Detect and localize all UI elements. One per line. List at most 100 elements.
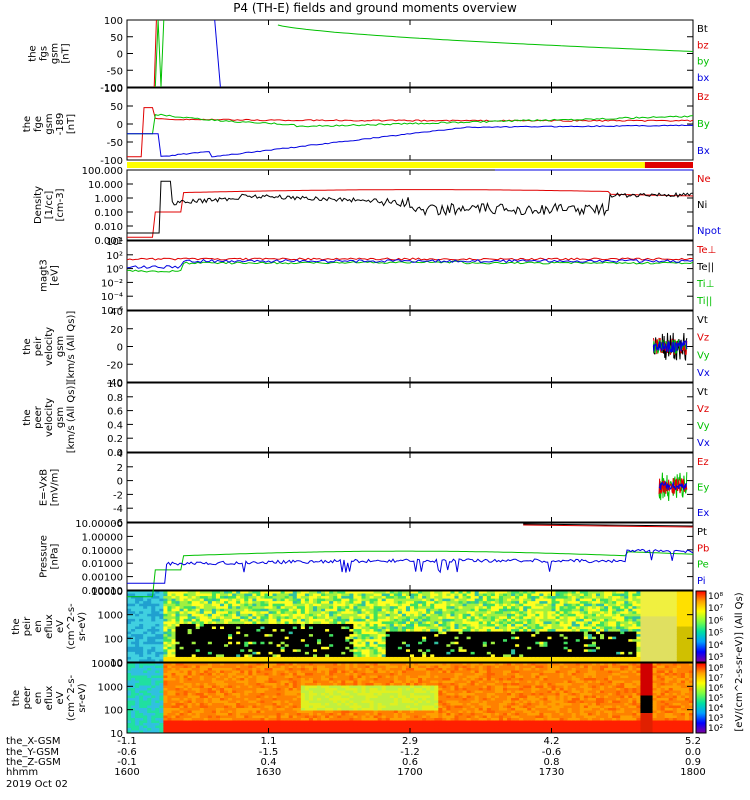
- spec-cell: [215, 646, 221, 650]
- spec-cell: [345, 651, 350, 655]
- spec-cell: [260, 715, 265, 719]
- spec-cell: [224, 663, 229, 666]
- spec-cell: [519, 656, 524, 660]
- spec-cell: [547, 591, 552, 595]
- spec-cell: [405, 606, 411, 610]
- spec-cell: [317, 634, 322, 638]
- spec-cell: [211, 693, 217, 696]
- spec-cell: [620, 649, 625, 653]
- spec-cell: [567, 651, 573, 655]
- spec-cell: [664, 608, 670, 612]
- spec-cell: [478, 621, 484, 625]
- spec-cell: [434, 641, 439, 645]
- spec-cell: [636, 598, 641, 602]
- spec-cell: [215, 688, 221, 691]
- spec-cell: [211, 651, 217, 655]
- spec-cell: [199, 678, 205, 681]
- spec-cell: [272, 718, 278, 721]
- spec-cell: [410, 603, 415, 607]
- spec-cell: [187, 593, 193, 597]
- spec-cell: [361, 591, 367, 595]
- spec-cell: [308, 621, 314, 625]
- spec-cell: [260, 700, 265, 704]
- spec-cell: [232, 659, 237, 663]
- spec-cell: [341, 611, 346, 615]
- spec-cell: [587, 646, 593, 650]
- spec-cell: [418, 631, 423, 635]
- spec-cell: [252, 634, 257, 638]
- spec-cell: [292, 593, 298, 597]
- spec-cell: [329, 598, 334, 602]
- spec-cell: [244, 700, 249, 704]
- spec-cell: [143, 606, 148, 610]
- spec-cell: [228, 618, 233, 622]
- spec-cell: [268, 611, 274, 615]
- spec-cell: [337, 606, 342, 610]
- spec-cell: [676, 639, 682, 643]
- spec-cell: [555, 593, 561, 597]
- spec-cell: [143, 608, 148, 612]
- spec-cell: [236, 593, 241, 597]
- spec-cell: [494, 623, 500, 627]
- spec-cell: [203, 598, 209, 602]
- spec-cell: [232, 730, 237, 734]
- spec-cell: [264, 710, 269, 714]
- spec-cell: [211, 668, 217, 671]
- spec-cell: [252, 715, 257, 719]
- spec-cell: [325, 651, 330, 655]
- spec-cell: [377, 656, 383, 660]
- spec-cell: [595, 651, 601, 655]
- spec-cell: [490, 629, 496, 633]
- spec-cell: [159, 710, 164, 714]
- spec-cell: [199, 713, 205, 716]
- spec-cell: [183, 695, 189, 699]
- spec-cell: [434, 636, 439, 640]
- spec-cell: [155, 613, 160, 617]
- spec-cell: [300, 601, 306, 605]
- spec-cell: [438, 659, 443, 663]
- spec-cell: [353, 651, 358, 655]
- spec-cell: [280, 649, 286, 653]
- spec-cell: [595, 613, 601, 617]
- spec-cell: [624, 631, 629, 635]
- spec-cell: [264, 690, 269, 694]
- spec-cell: [236, 649, 241, 653]
- spec-cell: [648, 641, 654, 645]
- spec-cell: [668, 644, 674, 648]
- spec-cell: [676, 651, 682, 655]
- spec-cell: [660, 601, 666, 605]
- spec-cell: [628, 596, 633, 600]
- spec-cell: [494, 629, 500, 633]
- spec-cell: [304, 636, 310, 640]
- spec-cell: [167, 675, 172, 679]
- spec-cell: [389, 639, 395, 643]
- spec-cell: [296, 654, 302, 658]
- spec-cell: [604, 618, 609, 622]
- spec-cell: [284, 591, 290, 595]
- spec-cell: [187, 636, 193, 640]
- spec-cell: [608, 631, 613, 635]
- spec-cell: [329, 656, 334, 660]
- spec-cell: [656, 613, 662, 617]
- spec-cell: [143, 591, 148, 595]
- spec-cell: [264, 644, 269, 648]
- spec-cell: [345, 613, 350, 617]
- spec-cell: [304, 611, 310, 615]
- spec-cell: [236, 670, 241, 674]
- spec-cell: [579, 656, 585, 660]
- spec-cell: [195, 700, 201, 704]
- spec-cell: [207, 670, 213, 674]
- spec-cell: [300, 659, 306, 663]
- spec-cell: [147, 618, 152, 622]
- spec-cell: [151, 623, 156, 627]
- spec-cell: [143, 665, 148, 669]
- spec-cell: [268, 593, 274, 597]
- spec-cell: [179, 626, 185, 630]
- spec-cell: [272, 688, 278, 691]
- spec-cell: [232, 698, 237, 701]
- spec-cell: [547, 611, 552, 615]
- spec-cell: [579, 611, 585, 615]
- spec-cell: [211, 649, 217, 653]
- spec-cell: [276, 675, 282, 679]
- spec-cell: [684, 629, 690, 633]
